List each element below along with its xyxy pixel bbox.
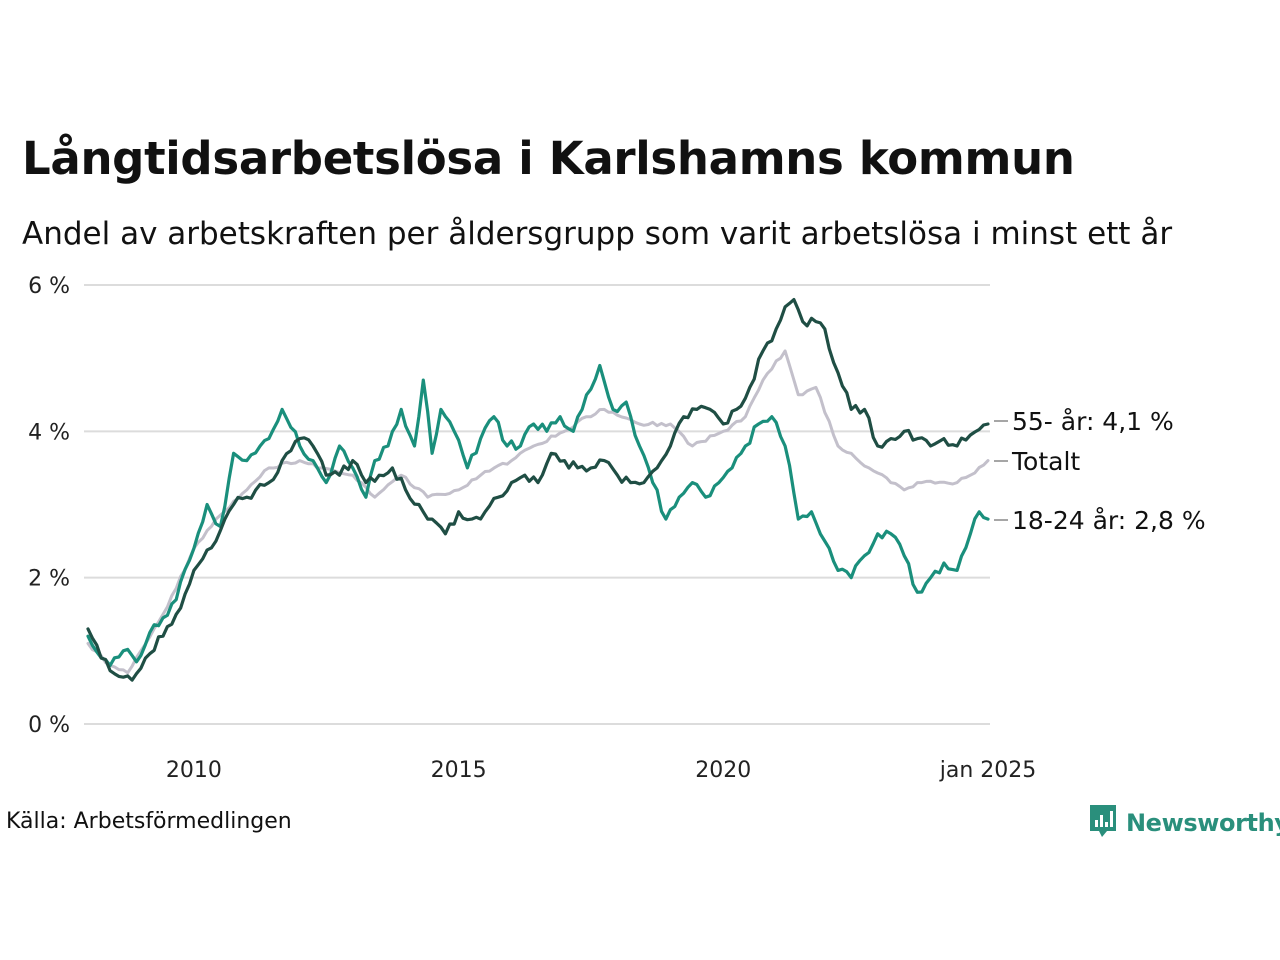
series-labels: Totalt 18-24 år: 2,8 % 55- år: 4,1 %	[994, 407, 1206, 535]
x-tick-label: 2010	[166, 758, 222, 783]
series-line	[86, 298, 990, 682]
page-subtitle: Andel av arbetskraften per åldersgrupp s…	[22, 216, 1173, 252]
x-tick-label: 2020	[695, 758, 751, 783]
series-label: 18-24 år: 2,8 %	[1012, 506, 1206, 535]
series-label: 55- år: 4,1 %	[1012, 407, 1174, 436]
series-label: Totalt	[1011, 447, 1080, 476]
y-tick-label: 4 %	[28, 420, 70, 445]
newsworthy-logo-icon	[1088, 803, 1118, 843]
y-axis-ticks: 0 % 2 % 4 % 6 %	[28, 274, 70, 738]
y-tick-label: 6 %	[28, 274, 70, 299]
x-tick-label: jan 2025	[939, 758, 1037, 783]
brand-name: Newsworthy	[1126, 809, 1280, 837]
y-tick-label: 2 %	[28, 567, 70, 592]
series-line	[86, 363, 990, 668]
y-tick-label: 0 %	[28, 713, 70, 738]
series-lines	[86, 298, 990, 682]
x-tick-label: 2015	[431, 758, 487, 783]
gridlines	[84, 284, 990, 725]
page-title: Långtidsarbetslösa i Karlshamns kommun	[22, 132, 1075, 185]
brand-logo[interactable]: Newsworthy	[1088, 803, 1280, 843]
x-axis-ticks: 2010 2015 2020 jan 2025	[166, 758, 1036, 783]
source-note: Källa: Arbetsförmedlingen	[6, 809, 292, 834]
